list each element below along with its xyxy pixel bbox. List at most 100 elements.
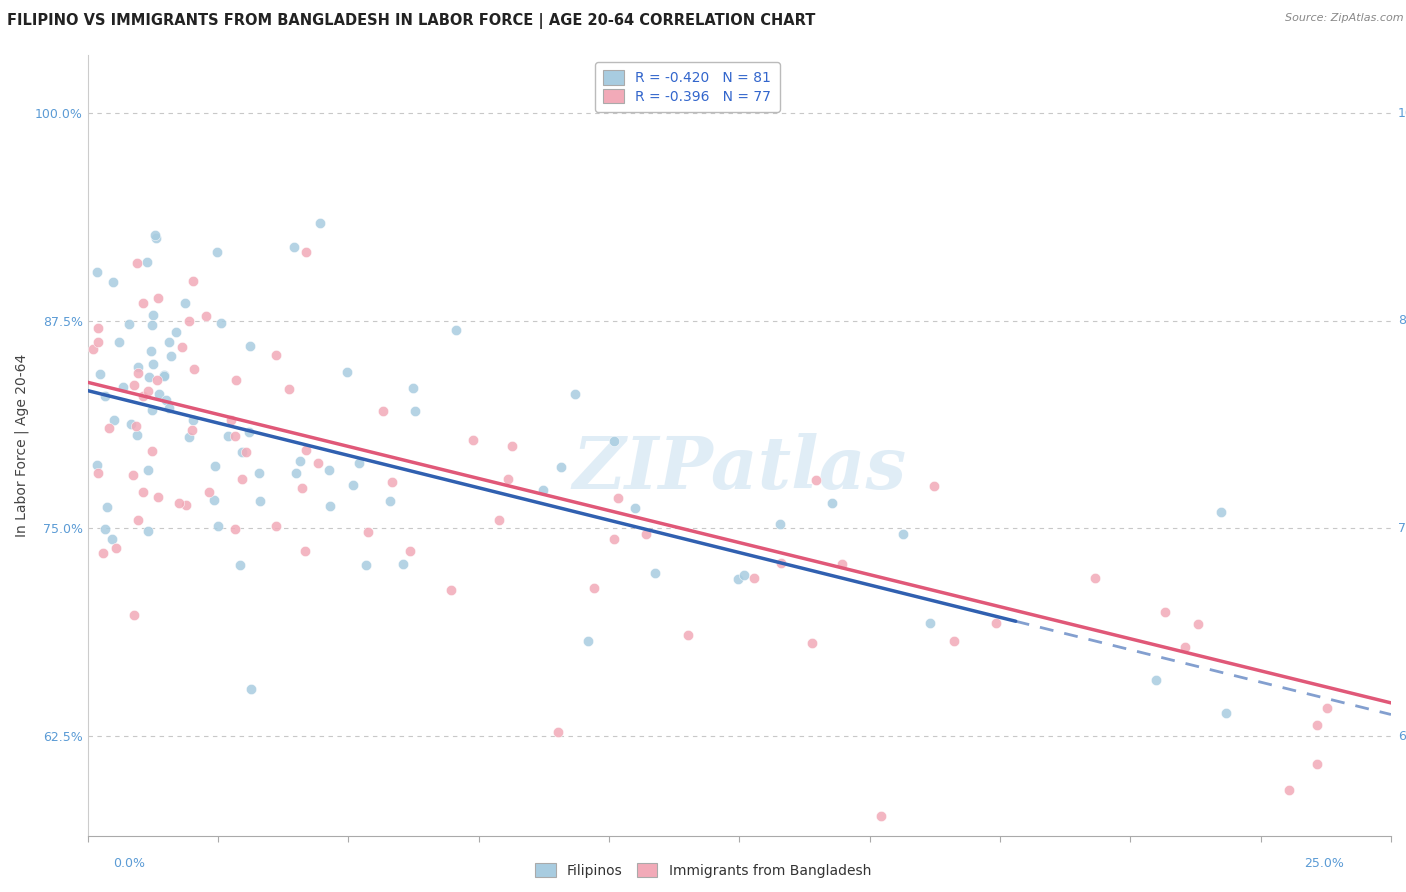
Point xyxy=(94,389,117,403)
Point xyxy=(288,453,311,467)
Point xyxy=(444,323,467,337)
Point xyxy=(229,558,252,573)
Point xyxy=(181,274,204,288)
Point xyxy=(86,265,108,279)
Point xyxy=(1211,505,1233,519)
Point xyxy=(398,544,420,558)
Point xyxy=(145,231,167,245)
Point xyxy=(136,255,159,269)
Point xyxy=(94,522,117,536)
Point xyxy=(181,423,204,437)
Y-axis label: In Labor Force | Age 20-64: In Labor Force | Age 20-64 xyxy=(15,354,30,537)
Point xyxy=(440,582,463,597)
Point xyxy=(821,496,844,510)
Point xyxy=(283,240,305,254)
Point xyxy=(96,500,118,515)
Point xyxy=(357,525,380,540)
Point xyxy=(235,444,257,458)
Point xyxy=(1154,605,1177,619)
Point xyxy=(264,348,287,362)
Point xyxy=(204,458,226,473)
Point xyxy=(101,533,124,547)
Point xyxy=(132,295,155,310)
Legend: Filipinos, Immigrants from Bangladesh: Filipinos, Immigrants from Bangladesh xyxy=(530,857,876,883)
Point xyxy=(380,493,402,508)
Point xyxy=(202,492,225,507)
Text: 25.0%: 25.0% xyxy=(1305,857,1344,870)
Point xyxy=(219,413,242,427)
Point xyxy=(136,463,159,477)
Point xyxy=(170,340,193,354)
Text: ZIPatlas: ZIPatlas xyxy=(572,434,907,504)
Point xyxy=(177,430,200,444)
Point xyxy=(153,369,176,384)
Point xyxy=(582,581,605,595)
Point xyxy=(1144,673,1167,687)
Point xyxy=(87,320,110,334)
Point xyxy=(1306,717,1329,731)
Point xyxy=(155,393,177,408)
Point xyxy=(141,443,163,458)
Point xyxy=(146,490,169,504)
Point xyxy=(727,572,749,586)
Point xyxy=(101,275,124,289)
Point xyxy=(342,478,364,492)
Point xyxy=(122,607,145,622)
Point xyxy=(217,429,239,443)
Point xyxy=(318,463,340,477)
Point xyxy=(125,419,148,434)
Point xyxy=(603,532,626,546)
Point xyxy=(402,381,425,395)
Point xyxy=(278,383,301,397)
Point xyxy=(207,519,229,533)
Point xyxy=(127,513,149,527)
Point xyxy=(231,445,253,459)
Point xyxy=(801,635,824,649)
Text: 62.5%: 62.5% xyxy=(1398,730,1406,743)
Point xyxy=(108,335,131,350)
Point xyxy=(225,373,247,387)
Point xyxy=(291,481,314,495)
Point xyxy=(295,245,318,260)
Point xyxy=(86,458,108,473)
Point xyxy=(209,317,232,331)
Point xyxy=(82,342,104,356)
Point xyxy=(733,568,755,582)
Text: Source: ZipAtlas.com: Source: ZipAtlas.com xyxy=(1285,13,1403,23)
Point xyxy=(181,413,204,427)
Point xyxy=(742,571,765,585)
Point xyxy=(636,526,658,541)
Point xyxy=(127,366,149,380)
Point xyxy=(127,359,149,374)
Point xyxy=(922,479,945,493)
Point xyxy=(146,292,169,306)
Point xyxy=(239,339,262,353)
Text: 100.0%: 100.0% xyxy=(1398,107,1406,120)
Point xyxy=(148,387,170,401)
Point xyxy=(122,378,145,392)
Point xyxy=(87,466,110,480)
Point xyxy=(198,484,221,499)
Point xyxy=(111,380,134,394)
Point xyxy=(347,456,370,470)
Point xyxy=(153,368,176,382)
Point xyxy=(607,491,630,505)
Point xyxy=(1316,700,1339,714)
Point xyxy=(501,438,523,452)
Point xyxy=(194,310,217,324)
Point xyxy=(264,519,287,533)
Point xyxy=(285,466,308,480)
Point xyxy=(125,427,148,442)
Point xyxy=(547,724,569,739)
Point xyxy=(336,365,359,379)
Point xyxy=(136,524,159,538)
Point xyxy=(176,499,198,513)
Point xyxy=(624,501,647,516)
Point xyxy=(103,412,125,426)
Point xyxy=(1174,640,1197,654)
Point xyxy=(576,634,599,648)
Point xyxy=(644,566,666,581)
Point xyxy=(603,434,626,448)
Point xyxy=(104,541,127,556)
Point xyxy=(118,317,141,331)
